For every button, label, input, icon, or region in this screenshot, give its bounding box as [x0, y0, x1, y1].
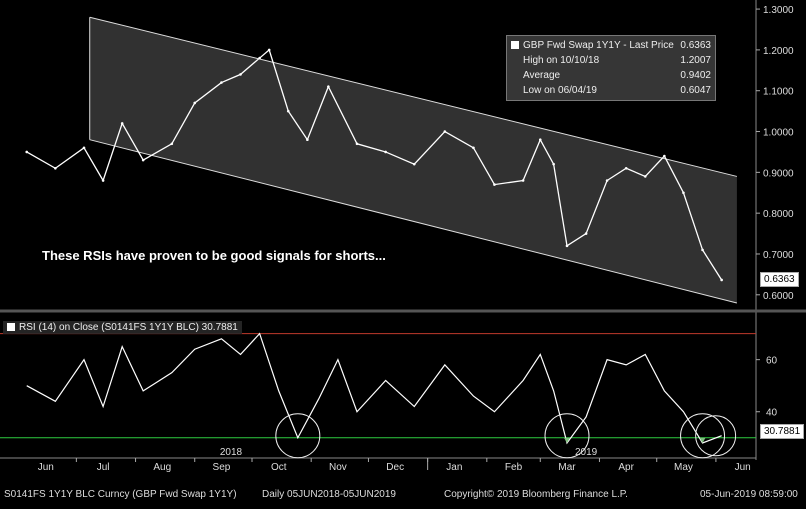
rsi-legend: RSI (14) on Close (S0141FS 1Y1Y BLC) 30.…	[3, 321, 242, 334]
x-month-label: Jan	[446, 462, 462, 473]
price-point	[258, 56, 261, 60]
rsi-swatch-icon	[7, 323, 15, 332]
trend-channel	[89, 17, 737, 303]
x-month-label: Jun	[735, 462, 751, 473]
legend-high-label: High on 10/10/18	[523, 55, 600, 66]
price-ytick-label: 1.3000	[763, 5, 794, 16]
x-month-label: Jul	[97, 462, 110, 473]
price-point	[54, 166, 57, 170]
price-ytick-label: 0.7000	[763, 250, 794, 261]
price-point	[384, 150, 387, 154]
price-legend: GBP Fwd Swap 1Y1Y - Last Price 0.6363 Hi…	[506, 35, 716, 101]
rsi-signal-circle	[544, 413, 590, 459]
rsi-ytick-label: 40	[766, 408, 778, 419]
x-month-label: Aug	[153, 462, 171, 473]
price-point	[624, 166, 628, 170]
x-month-label: Nov	[329, 462, 347, 473]
price-point	[327, 85, 330, 88]
price-ytick-label: 1.1000	[763, 87, 794, 98]
price-point	[220, 81, 223, 84]
price-point	[472, 146, 475, 150]
legend-title-value: 0.6363	[680, 40, 711, 51]
price-ytick-label: 0.9000	[763, 168, 794, 179]
price-ytick-label: 0.6000	[763, 291, 794, 302]
price-point	[267, 48, 271, 52]
price-point	[443, 130, 447, 133]
price-point	[552, 162, 555, 166]
x-year-label: 2019	[575, 447, 598, 458]
price-point	[306, 138, 309, 141]
x-year-label: 2018	[220, 447, 243, 458]
legend-row-high: High on 10/10/18 1.2007	[511, 53, 711, 68]
price-point	[493, 183, 496, 186]
legend-high-value: 1.2007	[680, 55, 711, 66]
x-month-label: Mar	[558, 462, 576, 473]
x-month-label: Feb	[505, 462, 523, 473]
price-point	[141, 158, 145, 162]
price-point	[605, 179, 609, 182]
rsi-signal-circle	[680, 413, 726, 459]
x-month-label: Oct	[271, 462, 287, 473]
rsi-oversold-fill	[564, 437, 570, 443]
x-month-label: Dec	[386, 462, 404, 473]
legend-average-value: 0.9402	[680, 70, 711, 81]
price-point	[101, 179, 105, 182]
price-point	[565, 244, 569, 248]
footer-timestamp: 05-Jun-2019 08:59:00	[700, 489, 798, 500]
price-last-tag: 0.6363	[760, 272, 799, 287]
price-point	[682, 191, 685, 195]
rsi-signal-circle	[275, 413, 321, 459]
x-month-label: Jun	[38, 462, 54, 473]
footer-range: Daily 05JUN2018-05JUN2019	[262, 489, 396, 500]
rsi-last-tag: 30.7881	[760, 424, 805, 439]
price-point	[355, 142, 359, 146]
price-swatch-icon	[511, 41, 519, 50]
channel-upper-line	[89, 16, 738, 177]
price-point	[643, 175, 647, 178]
legend-low-label: Low on 06/04/19	[523, 85, 597, 96]
price-point	[239, 73, 242, 76]
price-ytick-label: 1.0000	[763, 128, 794, 139]
legend-average-label: Average	[523, 70, 561, 81]
legend-title: GBP Fwd Swap 1Y1Y - Last Price	[523, 40, 674, 51]
rsi-legend-label: RSI (14) on Close (S0141FS 1Y1Y BLC) 30.…	[19, 322, 238, 333]
price-point	[82, 146, 86, 150]
x-month-label: May	[674, 462, 693, 473]
price-point	[170, 142, 174, 146]
price-point	[412, 162, 416, 166]
x-month-label: Apr	[618, 462, 634, 473]
channel-lower-line	[89, 139, 738, 304]
footer-ticker: S0141FS 1Y1Y BLC Curncy (GBP Fwd Swap 1Y…	[4, 489, 237, 500]
price-point	[584, 232, 588, 235]
price-point	[663, 154, 666, 158]
price-point	[521, 179, 525, 182]
price-point	[25, 150, 29, 154]
footer-bar: S0141FS 1Y1Y BLC Curncy (GBP Fwd Swap 1Y…	[0, 486, 806, 504]
x-month-label: Sep	[213, 462, 231, 473]
price-ytick-label: 0.8000	[763, 209, 794, 220]
price-point	[538, 138, 542, 141]
legend-low-value: 0.6047	[680, 85, 711, 96]
legend-row-average: Average 0.9402	[511, 68, 711, 83]
footer-copyright: Copyright© 2019 Bloomberg Finance L.P.	[444, 489, 628, 500]
price-point	[286, 109, 290, 113]
rsi-oversold-fill	[699, 437, 706, 443]
rsi-series-line	[26, 332, 722, 445]
price-point	[701, 248, 704, 252]
chart-annotation: These RSIs have proven to be good signal…	[42, 248, 386, 263]
price-point	[720, 278, 723, 282]
rsi-ytick-label: 60	[766, 356, 778, 367]
price-ytick-label: 1.2000	[763, 46, 794, 57]
price-point	[193, 101, 197, 105]
rsi-signal-circle	[695, 415, 737, 457]
price-point	[120, 122, 124, 125]
legend-title-row: GBP Fwd Swap 1Y1Y - Last Price 0.6363	[511, 38, 711, 53]
legend-row-low: Low on 06/04/19 0.6047	[511, 83, 711, 98]
